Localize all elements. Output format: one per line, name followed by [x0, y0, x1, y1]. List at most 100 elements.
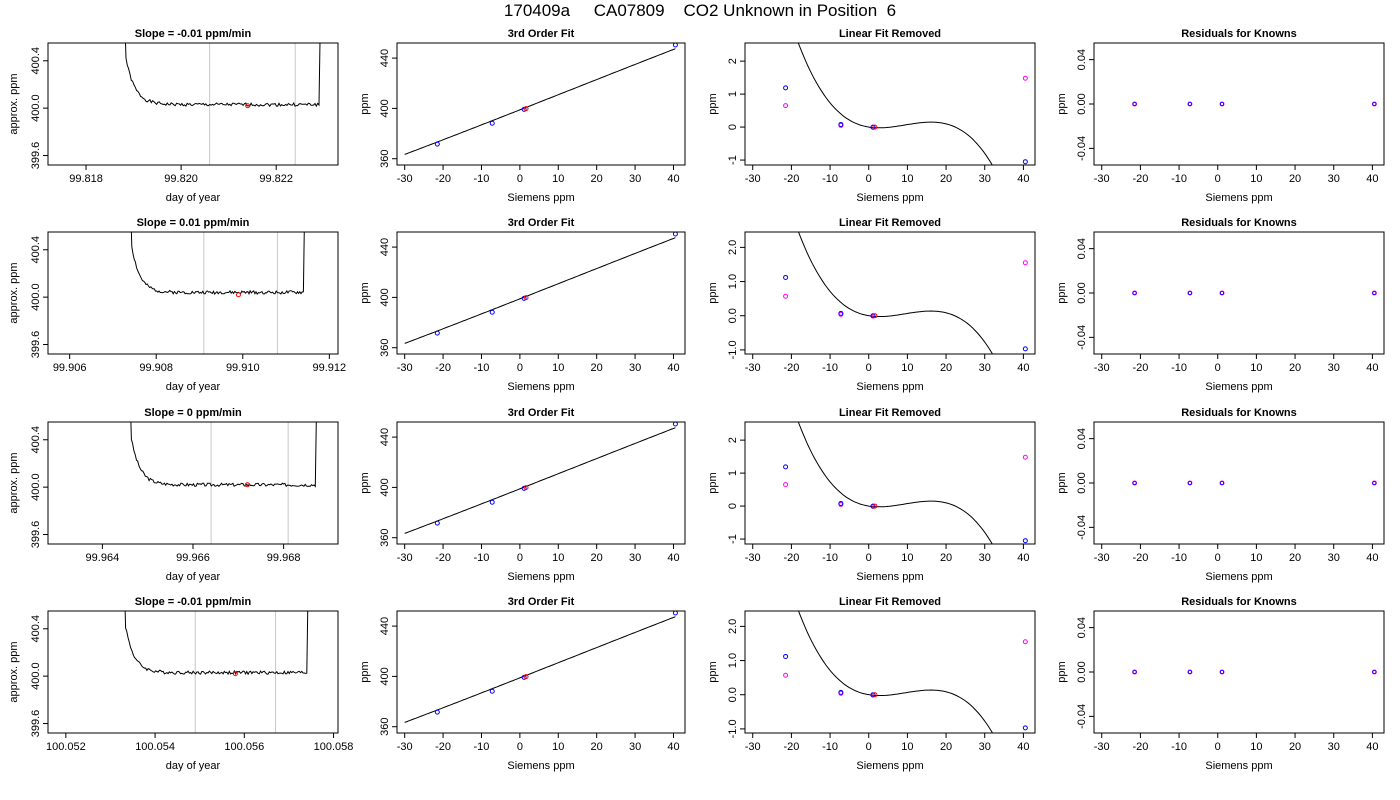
- fit-curve: [404, 427, 676, 534]
- x-tick-label: 10: [552, 741, 564, 753]
- known-point: [1132, 480, 1137, 485]
- known-point: [870, 692, 876, 698]
- x-tick-label: 0: [517, 173, 523, 185]
- residual-point: [783, 672, 789, 678]
- x-tick-label: 0: [517, 741, 523, 753]
- figure-title: 170409a CA07809 CO2 Unknown in Position …: [503, 1, 897, 20]
- plot-area: [125, 43, 321, 165]
- plot-area: [130, 422, 317, 544]
- unknown-marker: [232, 671, 238, 677]
- x-tick-label: 30: [1328, 362, 1340, 374]
- panel-1-4: Residuals for Knowns -30 -20 -10 0 10 20 30 40 -0…: [1056, 28, 1385, 204]
- known-point: [434, 709, 440, 715]
- y-tick-label: 2: [727, 437, 739, 443]
- panel-frame: [396, 421, 686, 545]
- x-tick-label: 100.056: [224, 741, 264, 753]
- y-tick-label: -1.0: [727, 719, 739, 738]
- known-point: [1372, 480, 1377, 485]
- known-point: [1132, 290, 1137, 295]
- x-tick-label: 20: [940, 741, 952, 753]
- panel-3-3: Linear Fit Removed-30 -20 -10 0 10 20 30 40-101…: [707, 407, 1036, 583]
- unknown-marker: [235, 292, 241, 298]
- residual-point: [1022, 75, 1028, 81]
- y-tick-label: -1: [727, 155, 739, 165]
- x-tick-label: 99.966: [176, 552, 210, 564]
- fit-curve: [404, 616, 676, 723]
- known-point: [1022, 538, 1028, 544]
- y-axis-label: ppm: [359, 661, 371, 682]
- x-tick-label: 30: [979, 362, 991, 374]
- x-axis-label: Siemens ppm: [507, 571, 574, 583]
- panel-frame: [1093, 42, 1385, 166]
- y-tick-label: 1.0: [727, 653, 739, 668]
- panel-1-2: 3rd Order Fit -30 -20 -10 0 10 20 30 40 360 400 440…: [359, 28, 686, 204]
- panel-3-1: Slope = 0 ppm/min 99.964 99.966 99.968 399.6…: [8, 407, 339, 583]
- known-point: [1022, 159, 1028, 165]
- x-tick-label: 0: [517, 362, 523, 374]
- residual-point: [783, 482, 789, 488]
- y-tick-label: 0: [727, 124, 739, 130]
- panel-title: 3rd Order Fit: [508, 217, 575, 229]
- y-axis-label: ppm: [359, 282, 371, 303]
- x-axis-label: day of year: [166, 381, 221, 393]
- x-tick-label: 40: [1017, 741, 1029, 753]
- unknown-point: [523, 485, 529, 491]
- y-axis-label: approx. ppm: [8, 641, 20, 702]
- y-tick-label: 400.0: [30, 94, 42, 122]
- plot-area: [404, 611, 678, 723]
- y-axis-label: ppm: [1056, 93, 1068, 114]
- x-tick-label: 99.968: [267, 552, 301, 564]
- x-tick-label: 30: [629, 362, 641, 374]
- x-tick-label: -20: [435, 362, 451, 374]
- x-tick-label: -30: [1094, 362, 1110, 374]
- x-tick-label: 20: [1289, 362, 1301, 374]
- trace-line: [130, 232, 305, 296]
- y-tick-label: 0: [727, 503, 739, 509]
- x-tick-label: 20: [1289, 173, 1301, 185]
- x-tick-label: 0: [866, 741, 872, 753]
- unknown-point: [872, 124, 878, 130]
- y-axis-label: ppm: [707, 93, 719, 114]
- y-axis-label: ppm: [1056, 472, 1068, 493]
- y-tick-label: 0.00: [1076, 472, 1088, 493]
- x-axis-label: Siemens ppm: [1205, 381, 1272, 393]
- panel-title: Residuals for Knowns: [1181, 28, 1297, 40]
- fit-curve: [797, 611, 994, 733]
- x-tick-label: 40: [1366, 173, 1378, 185]
- x-tick-label: 40: [667, 741, 679, 753]
- panel-title: Slope = -0.01 ppm/min: [135, 28, 252, 40]
- y-tick-label: 440: [379, 238, 391, 256]
- x-tick-label: -10: [474, 173, 490, 185]
- x-tick-label: 30: [1328, 173, 1340, 185]
- x-tick-label: 30: [1328, 552, 1340, 564]
- x-tick-label: 99.906: [53, 362, 87, 374]
- known-point: [838, 500, 844, 506]
- known-point: [783, 274, 789, 280]
- plot-area: [783, 232, 1028, 354]
- y-tick-label: 400: [379, 667, 391, 685]
- x-tick-label: 0: [866, 173, 872, 185]
- unknown-marker: [245, 103, 251, 109]
- panel-title: Slope = 0 ppm/min: [144, 407, 242, 419]
- y-tick-label: 440: [379, 428, 391, 446]
- panel-title: Slope = -0.01 ppm/min: [135, 596, 252, 608]
- y-tick-label: -1.0: [727, 340, 739, 359]
- y-tick-label: 2: [727, 58, 739, 64]
- x-tick-label: 20: [591, 741, 603, 753]
- plot-area: [404, 422, 678, 534]
- x-tick-label: -30: [745, 362, 761, 374]
- known-point: [1219, 102, 1224, 107]
- known-point: [1132, 102, 1137, 107]
- x-axis-label: Siemens ppm: [507, 381, 574, 393]
- y-tick-label: 400.0: [30, 473, 42, 501]
- known-point: [672, 232, 678, 237]
- x-tick-label: 40: [1017, 552, 1029, 564]
- y-axis-label: ppm: [359, 472, 371, 493]
- trace-line: [130, 422, 317, 488]
- known-point: [1219, 480, 1224, 485]
- x-tick-label: 30: [629, 552, 641, 564]
- x-tick-label: -20: [783, 362, 799, 374]
- x-tick-label: 20: [591, 552, 603, 564]
- x-tick-label: -30: [745, 552, 761, 564]
